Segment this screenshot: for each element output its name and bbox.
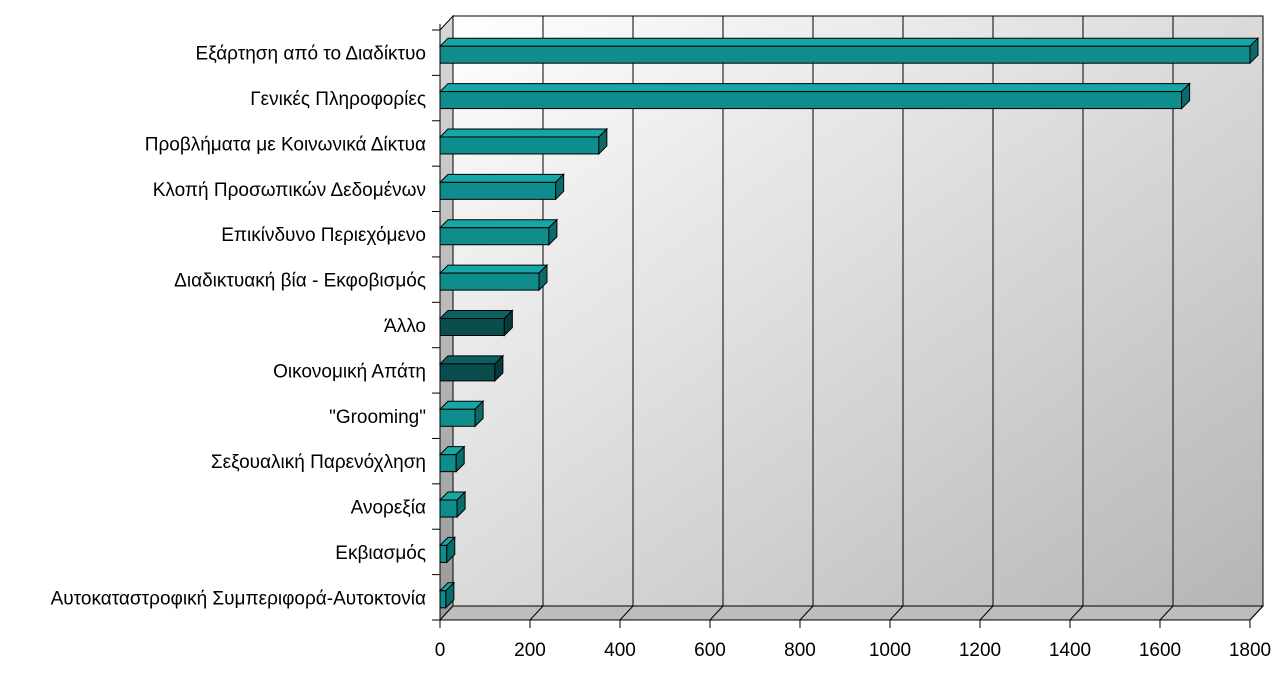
bar (438, 127, 609, 156)
bar-front-face (439, 363, 496, 382)
floor-gridline (1159, 605, 1174, 621)
category-label: Κλοπή Προσωπικών Δεδομένων (153, 180, 426, 201)
bar-end-face (503, 309, 513, 337)
bar (438, 263, 549, 292)
floor-gridline (1249, 605, 1264, 621)
bar-front-face (439, 272, 540, 291)
floor (438, 605, 1265, 621)
bar-top-face (438, 173, 565, 183)
floor-gridline (979, 605, 994, 621)
bar-top-face (438, 355, 505, 365)
bar-front-face (439, 499, 458, 518)
category-label: Προβλήματα με Κοινωνικά Δίκτυα (145, 134, 426, 155)
bars (438, 36, 1260, 610)
labels: 0 200 400 600 800 1000 1200 1400 1600 1800 Εξάρτησ… (51, 44, 1272, 661)
floor-gridline (529, 605, 544, 621)
floor-gridline (619, 605, 634, 621)
category-label: Οικονομική Απάτη (273, 361, 426, 382)
bar-top-face (438, 83, 1191, 93)
bar-front-face (439, 45, 1251, 64)
x-tick-label: 1200 (959, 640, 1001, 661)
floor-gridline (709, 605, 724, 621)
bar-front-face (439, 181, 557, 200)
category-label: Ανορεξία (351, 498, 426, 519)
bar-top-face (438, 310, 514, 319)
bar (438, 581, 456, 610)
bar-top-face (438, 264, 549, 274)
category-label: Γενικές Πληροφορίες (250, 89, 426, 110)
bar-front-face (439, 318, 505, 336)
bar-top-face (438, 37, 1260, 47)
bar-end-face (548, 218, 558, 246)
category-label: Εκβιασμός (335, 543, 426, 564)
x-tick-label: 1600 (1139, 640, 1181, 661)
floor-gridline (1069, 605, 1084, 621)
floor-gridline (889, 605, 904, 621)
bar-front-face (439, 454, 457, 473)
x-tick-label: 400 (604, 640, 636, 661)
bar-end-face (555, 173, 565, 201)
bar-front-face (439, 227, 550, 246)
bar (438, 309, 514, 337)
bar-end-face (598, 127, 608, 156)
bar-front-face (439, 544, 448, 563)
bar-end-face (1181, 82, 1191, 110)
bar-end-face (456, 490, 466, 519)
bar-end-face (455, 445, 465, 473)
bar (438, 536, 456, 564)
bar (438, 218, 559, 246)
bar-end-face (1249, 36, 1259, 65)
x-tick-label: 1400 (1049, 640, 1091, 661)
bar-end-face (446, 536, 456, 564)
bar-front-face (439, 91, 1183, 110)
x-tick-label: 0 (435, 640, 446, 661)
bar-front-face (439, 136, 600, 155)
bar-front-face (439, 590, 447, 609)
category-label: Αυτοκαταστροφική Συμπεριφορά-Αυτοκτονία (51, 588, 426, 609)
bar-top-face (438, 128, 609, 138)
bar (438, 490, 467, 519)
floor-gridline (799, 605, 814, 621)
x-tick-label: 200 (514, 640, 546, 661)
bar-end-face (494, 354, 504, 383)
category-label: Διαδικτυακή βία - Εκφοβισμός (174, 271, 426, 292)
bar (438, 82, 1191, 110)
bar (438, 445, 466, 473)
bar-end-face (538, 263, 548, 292)
bar (438, 36, 1260, 65)
category-label: Άλλο (384, 316, 426, 337)
category-label: Σεξουαλική Παρενόχληση (211, 452, 426, 473)
category-label: Επικίνδυνο Περιεχόμενο (221, 225, 426, 246)
bar (438, 354, 505, 383)
bar-end-face (445, 581, 455, 610)
x-tick-label: 800 (784, 640, 816, 661)
bar-end-face (474, 400, 484, 428)
x-tick-label: 1800 (1229, 640, 1271, 661)
gridlines (529, 16, 1264, 621)
bar (438, 400, 485, 428)
x-tick-label: 1000 (869, 640, 911, 661)
x-tick-label: 600 (694, 640, 726, 661)
bar-front-face (439, 408, 476, 427)
bar-top-face (438, 219, 559, 229)
bar (438, 173, 565, 201)
category-label: Εξάρτηση από το Διαδίκτυο (196, 44, 426, 65)
category-label: "Grooming" (329, 407, 426, 428)
